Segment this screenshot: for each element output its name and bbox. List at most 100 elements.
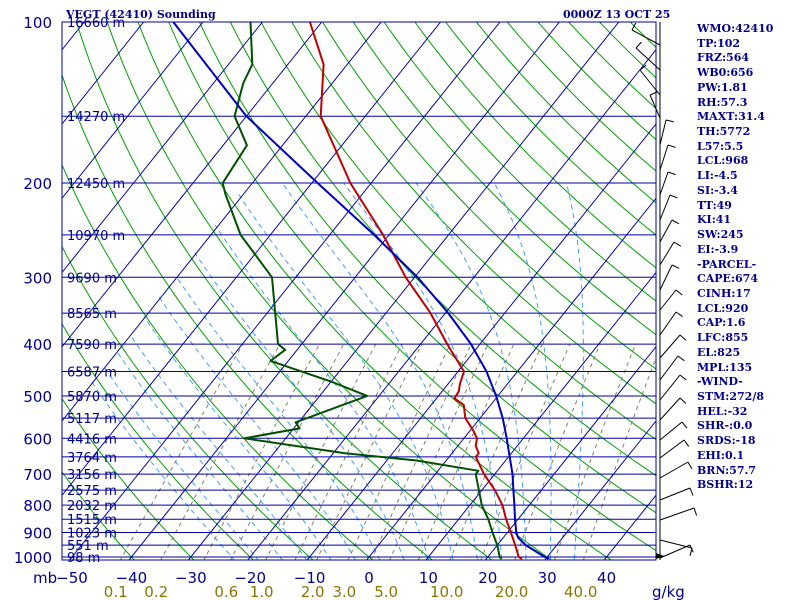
mixing-ratio-line bbox=[229, 343, 345, 560]
dry-adiabat-line bbox=[352, 22, 656, 336]
pressure-tick-label: 300 bbox=[23, 269, 52, 287]
sounding-time: 0000Z 13 OCT 25 bbox=[563, 8, 671, 21]
dry-adiabat-line bbox=[62, 323, 255, 560]
temperature-tick-label: −20 bbox=[234, 569, 266, 587]
wind-barbs bbox=[631, 22, 698, 560]
height-level-label: 12450 m bbox=[67, 177, 125, 192]
pressure-tick-label: 200 bbox=[23, 175, 52, 193]
dry-adiabat-line bbox=[506, 22, 656, 172]
index-value: EHI:0.1 bbox=[697, 448, 745, 462]
mixing-ratio-tick-label: 0.1 bbox=[104, 583, 128, 600]
moist-adiabat-line bbox=[129, 334, 308, 560]
index-value: SHR-:0.0 bbox=[697, 419, 753, 433]
mixing-ratio-tick-label: 5.0 bbox=[374, 583, 398, 600]
index-value: TP:102 bbox=[697, 36, 741, 50]
mixing-ratio-line bbox=[160, 343, 281, 560]
wind-barb-flag bbox=[649, 91, 658, 96]
moist-adiabat-line bbox=[91, 381, 235, 560]
height-level-label: 7590 m bbox=[67, 338, 117, 353]
mixing-ratio-line bbox=[119, 343, 244, 560]
index-value: LCL:920 bbox=[697, 301, 749, 315]
height-level-label: 10970 m bbox=[67, 229, 125, 244]
index-value: LI:-4.5 bbox=[697, 169, 738, 183]
dewpoint-profile bbox=[221, 22, 502, 560]
wind-barb-staff bbox=[635, 47, 661, 71]
pressure-tick-label: 1000 bbox=[14, 549, 52, 567]
pressure-tick-label: 800 bbox=[23, 497, 52, 515]
wind-barb-staff bbox=[659, 439, 685, 459]
dry-adiabat-line bbox=[75, 22, 493, 560]
dry-adiabat-line bbox=[383, 22, 656, 302]
wind-barb-flag bbox=[679, 334, 687, 341]
wind-barb-staff bbox=[659, 544, 691, 559]
pressure-tick-label: 100 bbox=[23, 14, 52, 32]
wind-barb-flag bbox=[687, 461, 693, 470]
mixing-ratio-line bbox=[370, 343, 472, 560]
wind-barb-flag bbox=[665, 119, 674, 123]
height-level-label: 98 m bbox=[67, 551, 100, 566]
wind-barb-flag bbox=[675, 311, 683, 317]
moist-adiabat-line bbox=[565, 182, 584, 560]
height-level-label: 2032 m bbox=[67, 499, 117, 514]
moist-adiabat-line bbox=[415, 182, 527, 560]
dry-adiabat-line bbox=[199, 22, 656, 514]
wind-barb-flag bbox=[689, 487, 694, 496]
isotherm-line bbox=[62, 22, 382, 422]
temperature-tick-label: 20 bbox=[478, 569, 497, 587]
dry-adiabat-line bbox=[62, 471, 135, 560]
temperature-tick-label: 0 bbox=[364, 569, 374, 587]
index-value: SRDS:-18 bbox=[697, 434, 756, 448]
index-value: L57:5.5 bbox=[697, 139, 744, 153]
dry-adiabat-line bbox=[445, 22, 656, 236]
wind-barb-staff bbox=[649, 94, 661, 119]
dry-adiabat-line bbox=[414, 22, 656, 269]
dry-adiabat-line bbox=[62, 245, 314, 560]
index-value: TT:49 bbox=[697, 198, 732, 212]
mixing-ratio-line bbox=[294, 343, 403, 560]
temperature-tick-label: 10 bbox=[419, 569, 438, 587]
index-value: FRZ:564 bbox=[697, 51, 750, 65]
dry-adiabat-line bbox=[62, 73, 434, 560]
mixing-ratio-tick-label: 10.0 bbox=[430, 583, 463, 600]
index-value: PW:1.81 bbox=[697, 80, 748, 94]
moist-adiabat-line bbox=[176, 277, 381, 560]
index-value: CAP:1.6 bbox=[697, 316, 746, 330]
index-value: EI:-3.9 bbox=[697, 242, 739, 256]
wind-barb-staff bbox=[659, 487, 691, 501]
index-value: BSHR:12 bbox=[697, 478, 754, 492]
mixing-ratio-line bbox=[417, 343, 515, 560]
pressure-tick-label: 400 bbox=[23, 336, 52, 354]
moist-adiabat-line bbox=[493, 182, 552, 560]
moist-adiabat-line bbox=[194, 252, 405, 560]
mixing-ratio-line bbox=[449, 343, 543, 560]
wind-barb-staff bbox=[659, 194, 671, 221]
index-value: MPL:135 bbox=[697, 360, 753, 374]
index-value: WMO:42410 bbox=[697, 22, 774, 35]
wind-barb-flag bbox=[671, 219, 680, 225]
dry-adiabat-line bbox=[260, 22, 656, 441]
wind-barb-flag bbox=[673, 241, 682, 247]
wind-barb-flag bbox=[683, 439, 690, 447]
wind-barb-staff bbox=[631, 29, 661, 46]
height-level-label: 551 m bbox=[67, 539, 109, 554]
isotherm-line bbox=[68, 22, 501, 560]
index-value: BRN:57.7 bbox=[697, 463, 756, 477]
dry-adiabat-line bbox=[137, 22, 613, 560]
isotherm-line bbox=[62, 22, 204, 200]
isotherm-line bbox=[365, 197, 656, 560]
mixing-ratio-tick-label: 3.0 bbox=[332, 583, 356, 600]
pressure-tick-label: 500 bbox=[23, 388, 52, 406]
height-level-label: 9690 m bbox=[67, 271, 117, 286]
wind-barb-flag bbox=[681, 421, 688, 429]
height-level-label: 5870 m bbox=[67, 390, 117, 405]
dry-adiabat-line bbox=[168, 22, 656, 552]
height-level-label: 5117 m bbox=[67, 412, 117, 427]
wind-barb-staff bbox=[659, 171, 669, 196]
wind-barb-staff bbox=[659, 397, 681, 421]
mixing-ratio-tick-label: 20.0 bbox=[495, 583, 528, 600]
index-value: LCL:968 bbox=[697, 154, 749, 168]
dry-adiabat-line bbox=[62, 163, 374, 560]
index-value: CAPE:674 bbox=[697, 272, 758, 286]
moist-adiabat-line bbox=[103, 365, 259, 560]
dry-adiabat-line bbox=[62, 397, 195, 560]
